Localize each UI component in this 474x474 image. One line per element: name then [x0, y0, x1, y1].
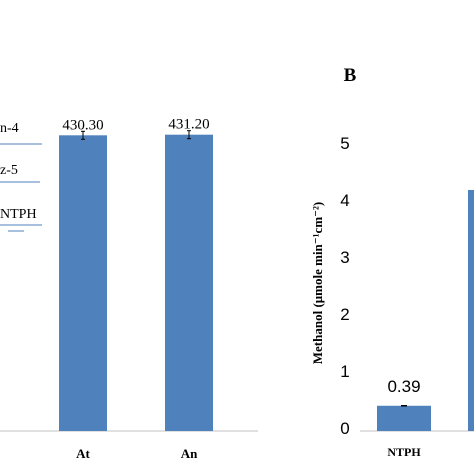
chart-panel-b: B Methanol (μmole min⁻¹cm⁻²) 0 1 2 3 4 5 0.39… — [310, 65, 474, 459]
data-label: 430.30 — [62, 117, 103, 133]
data-label: 431.20 — [168, 117, 209, 133]
partial-label-2: z-5 — [0, 163, 18, 178]
panel-b-clipped-bar — [468, 190, 474, 431]
y-tick-label: 5 — [340, 134, 349, 153]
y-tick-label: 3 — [340, 248, 349, 267]
x-tick-label: NTPH — [387, 445, 421, 459]
panel-a-bars: 430.30 At 431.20 An — [59, 117, 213, 461]
y-tick-label: 4 — [340, 191, 349, 210]
panel-label-b: B — [344, 65, 357, 86]
chart-panel-a: n-4 z-5 NTPH 430.30 At 431.20 An — [0, 117, 258, 461]
panel-b-y-ticks: 0 1 2 3 4 5 — [340, 134, 349, 438]
panel-b-bars: 0.39 NTPH — [377, 377, 431, 459]
panel-a-legend: n-4 z-5 NTPH — [0, 121, 42, 232]
bar-ntph — [377, 405, 431, 431]
x-tick-label: An — [181, 446, 198, 461]
partial-label-3: NTPH — [0, 207, 37, 222]
data-label: 0.39 — [387, 377, 420, 396]
y-tick-label: 1 — [340, 362, 349, 381]
y-tick-label: 0 — [340, 419, 349, 438]
bar-at — [59, 135, 107, 431]
partial-label-1: n-4 — [0, 121, 19, 136]
x-tick-label: At — [76, 446, 90, 461]
y-tick-label: 2 — [340, 305, 349, 324]
panel-b-y-axis-label: Methanol (μmole min⁻¹cm⁻²) — [310, 202, 325, 364]
bar-an — [165, 134, 213, 431]
